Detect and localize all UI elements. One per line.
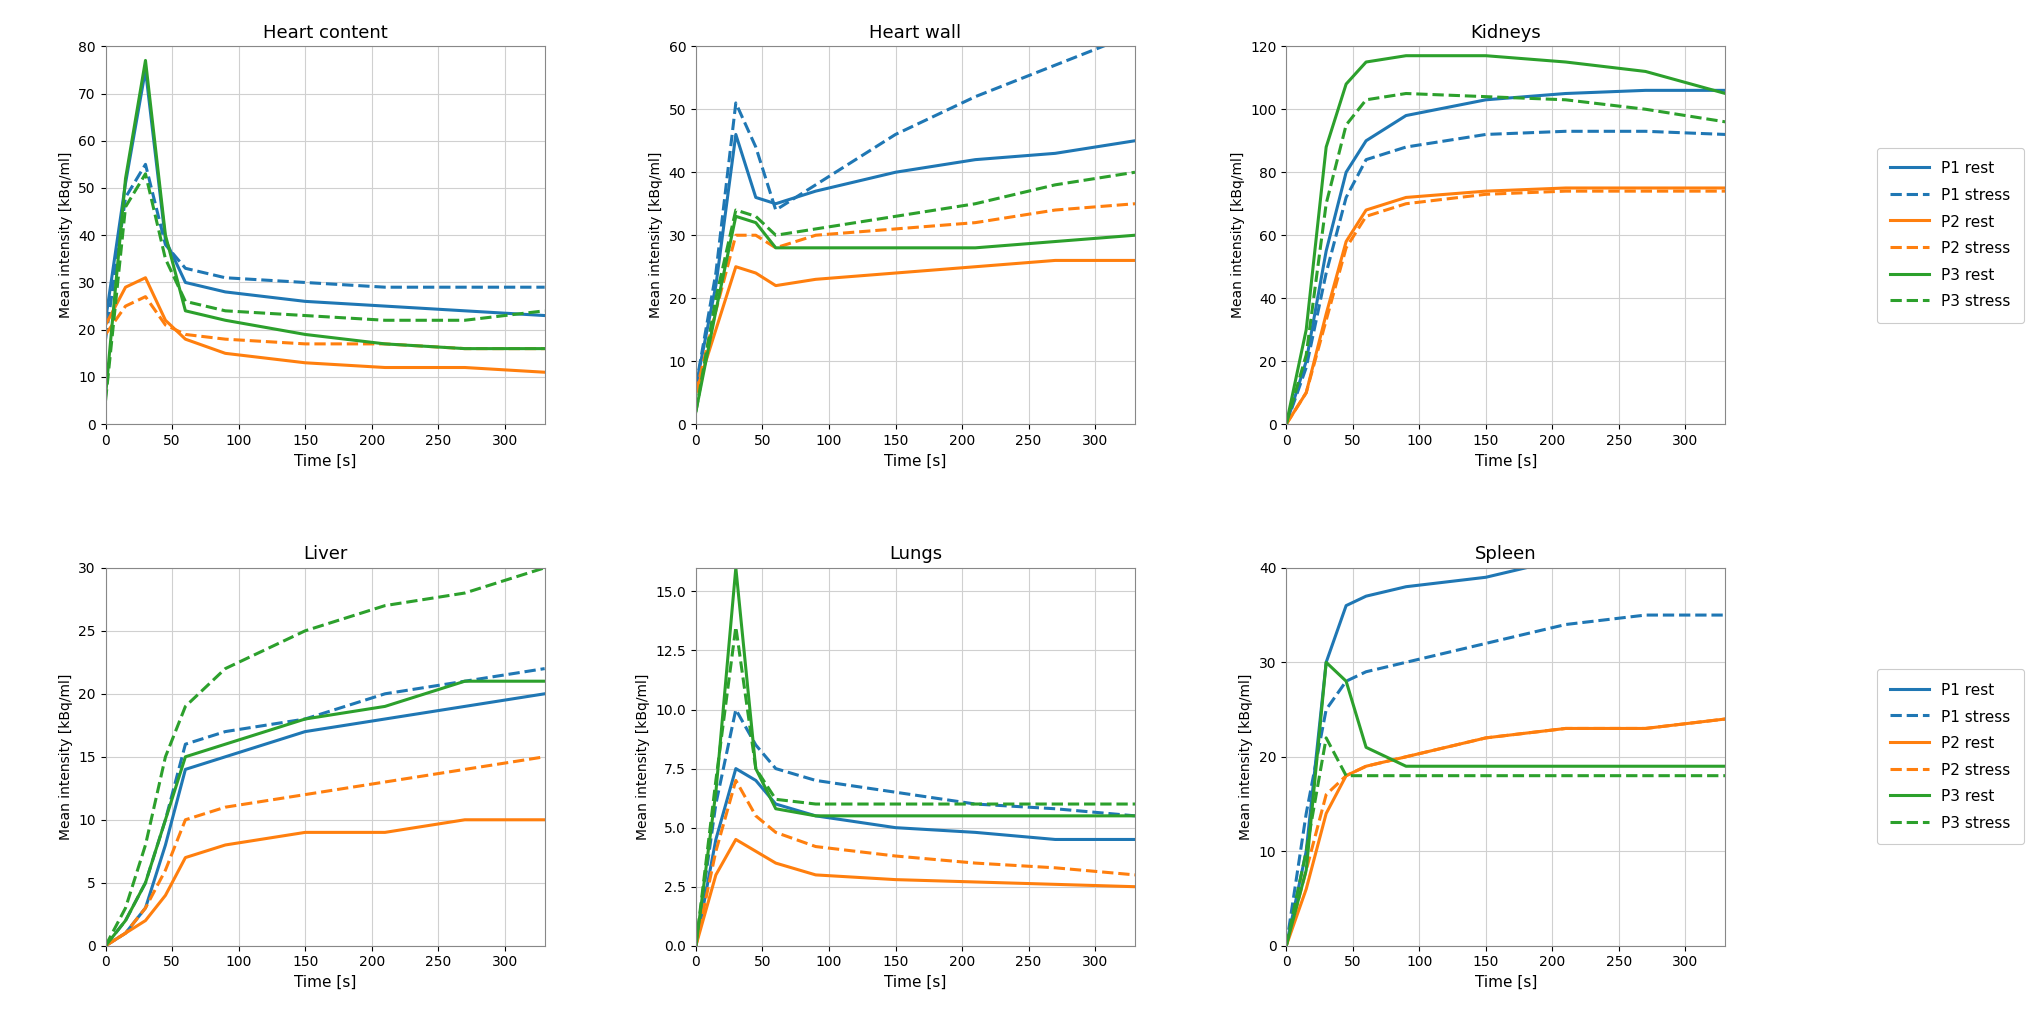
- Y-axis label: Mean intensity [kBq/ml]: Mean intensity [kBq/ml]: [635, 673, 650, 840]
- Y-axis label: Mean intensity [kBq/ml]: Mean intensity [kBq/ml]: [650, 152, 664, 319]
- Title: Spleen: Spleen: [1476, 546, 1537, 563]
- X-axis label: Time [s]: Time [s]: [1474, 975, 1537, 990]
- Title: Liver: Liver: [302, 546, 347, 563]
- Legend: P1 rest, P1 stress, P2 rest, P2 stress, P3 rest, P3 stress: P1 rest, P1 stress, P2 rest, P2 stress, …: [1876, 148, 2024, 323]
- X-axis label: Time [s]: Time [s]: [885, 453, 946, 469]
- X-axis label: Time [s]: Time [s]: [294, 975, 357, 990]
- X-axis label: Time [s]: Time [s]: [1474, 453, 1537, 469]
- Title: Lungs: Lungs: [889, 546, 942, 563]
- Title: Heart wall: Heart wall: [869, 24, 962, 42]
- Y-axis label: Mean intensity [kBq/ml]: Mean intensity [kBq/ml]: [59, 152, 73, 319]
- X-axis label: Time [s]: Time [s]: [294, 453, 357, 469]
- Title: Kidneys: Kidneys: [1470, 24, 1541, 42]
- X-axis label: Time [s]: Time [s]: [885, 975, 946, 990]
- Y-axis label: Mean intensity [kBq/ml]: Mean intensity [kBq/ml]: [59, 673, 73, 840]
- Title: Heart content: Heart content: [262, 24, 388, 42]
- Y-axis label: Mean intensity [kBq/ml]: Mean intensity [kBq/ml]: [1240, 673, 1253, 840]
- Legend: P1 rest, P1 stress, P2 rest, P2 stress, P3 rest, P3 stress: P1 rest, P1 stress, P2 rest, P2 stress, …: [1876, 669, 2024, 844]
- Y-axis label: Mean intensity [kBq/ml]: Mean intensity [kBq/ml]: [1230, 152, 1244, 319]
